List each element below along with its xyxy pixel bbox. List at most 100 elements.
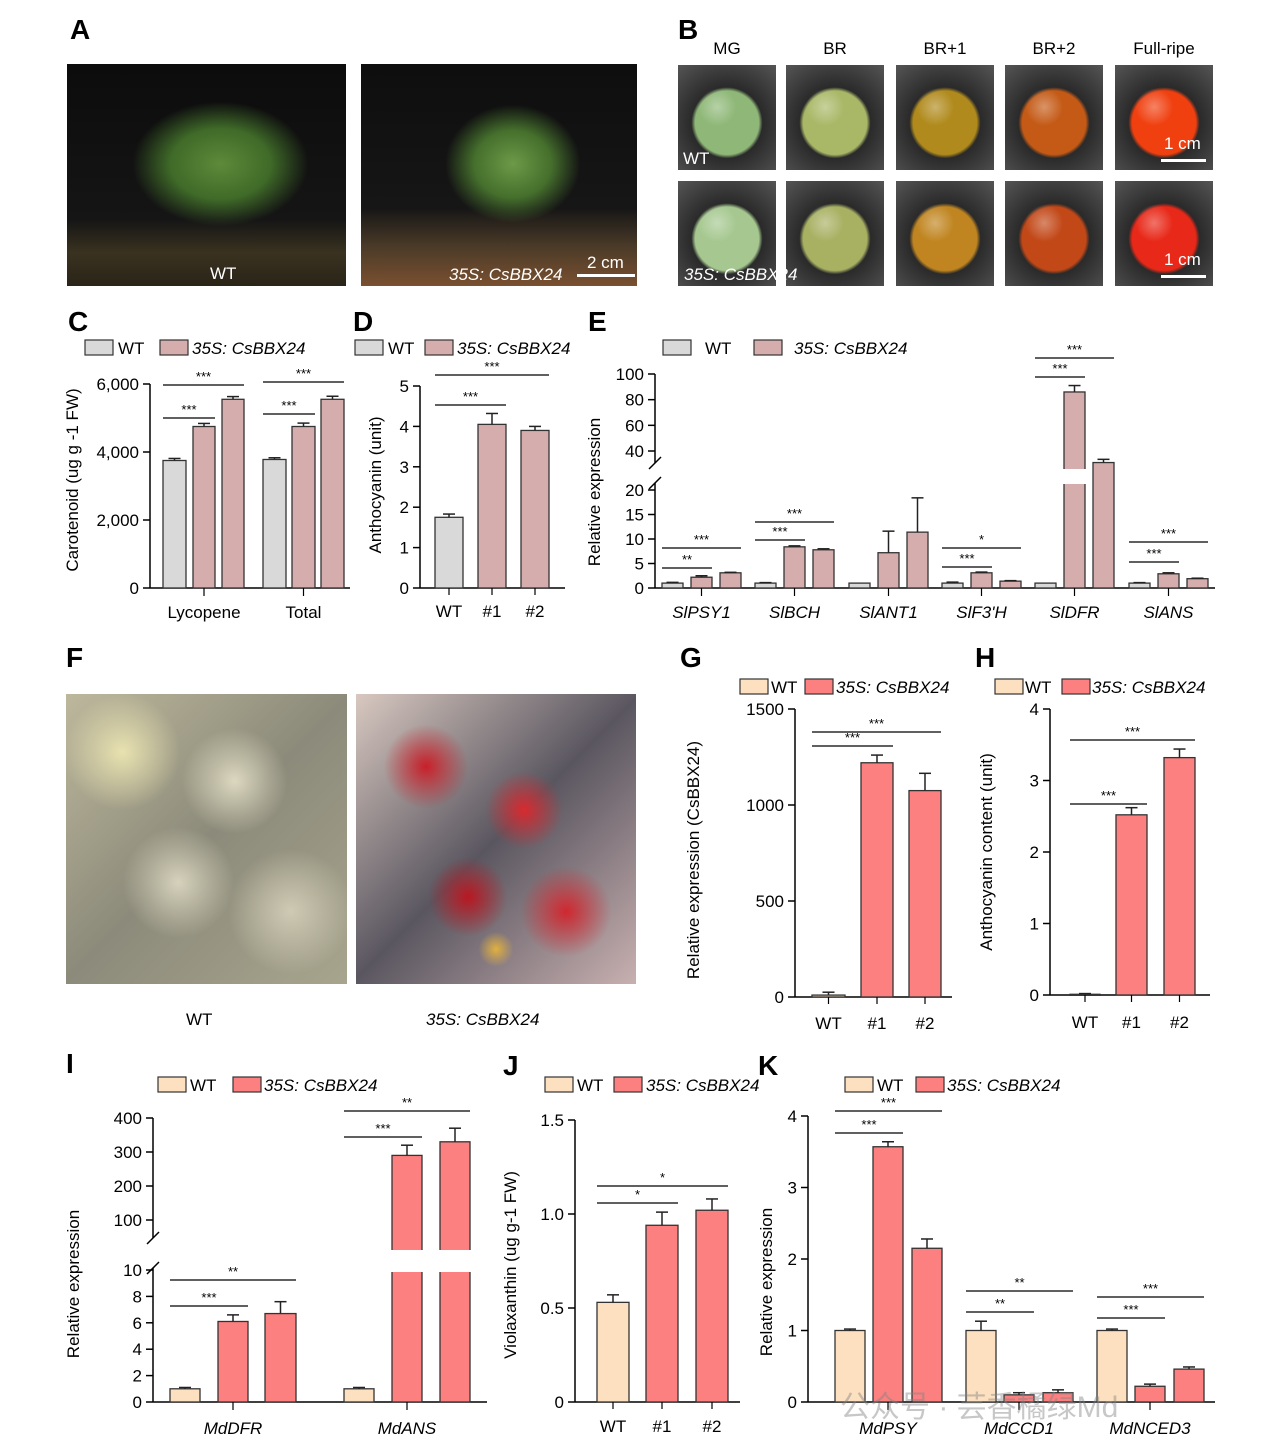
y-tick-label: 5 [635, 555, 644, 574]
row-label-transgenic: 35S: CsBBX24 [684, 265, 798, 284]
legend-swatch-wt [994, 678, 1024, 695]
callus-caption-transgenic: 35S: CsBBX24 [426, 1010, 540, 1029]
y-tick-label: 4 [788, 1107, 797, 1126]
chart-c: 0 2,000 4,000 6,000 Carotenoid (ug g -1 FW) L… [63, 339, 350, 622]
watermark: 公众号 · 芸香橘绿Md [840, 1391, 1119, 1424]
y-tick-label: 400 [114, 1109, 142, 1128]
axis-break-mark [146, 1231, 160, 1245]
x-tick-label: WT [1072, 1013, 1098, 1032]
bar [217, 1320, 249, 1403]
significance-label: *** [1161, 526, 1176, 541]
y-tick-label: 1000 [746, 796, 784, 815]
bar [343, 1388, 375, 1403]
bar [834, 1329, 866, 1403]
legend-swatch-transgenic [424, 339, 454, 356]
significance-label: *** [1125, 724, 1140, 739]
x-category-label: SlPSY1 [672, 603, 731, 622]
row-label-wt: WT [683, 149, 710, 168]
y-axis-label: Anthocyanin (unit) [366, 416, 385, 553]
transgenic-plant-photo: 35S: CsBBX24 2 cm [361, 64, 637, 286]
y-tick-label: 4,000 [96, 443, 139, 462]
y-tick-label: 500 [756, 892, 784, 911]
wt-fruit-photo [786, 65, 884, 170]
y-tick-label: 2,000 [96, 511, 139, 530]
y-tick-label: 3 [1030, 772, 1039, 791]
legend-label-wt: WT [877, 1076, 903, 1095]
scale-label: 1 cm [1164, 250, 1201, 269]
y-tick-label: 0 [1030, 986, 1039, 1005]
bar [1157, 573, 1180, 589]
legend-label-transgenic: 35S: CsBBX24 [794, 339, 907, 358]
significance-label: *** [787, 506, 802, 521]
bar [291, 425, 316, 589]
y-tick-label: 100 [616, 365, 644, 384]
y-tick-label: 40 [625, 442, 644, 461]
transgenic-callus-photo [356, 694, 636, 984]
bar [877, 552, 900, 589]
bar [783, 546, 806, 589]
bar [1134, 1385, 1166, 1403]
legend-label-transgenic: 35S: CsBBX24 [836, 678, 949, 697]
significance-label: *** [281, 398, 296, 413]
bar [661, 582, 684, 589]
bar [999, 580, 1022, 589]
legend-label-wt: WT [577, 1076, 603, 1095]
significance-label: *** [484, 359, 499, 374]
significance-label: *** [181, 402, 196, 417]
legend-swatch-transgenic [915, 1076, 945, 1093]
significance-label: *** [772, 524, 787, 539]
bar [690, 576, 713, 589]
x-category-label: MdPSY [859, 1419, 918, 1438]
significance-label: *** [869, 716, 884, 731]
significance-label: *** [1101, 788, 1116, 803]
bar [965, 1329, 997, 1403]
y-tick-label: 4 [1030, 700, 1039, 719]
y-tick-label: 8 [133, 1287, 142, 1306]
axis-break-mark [146, 1261, 160, 1275]
transgenic-fruit-photo [786, 181, 884, 286]
legend-label-transgenic: 35S: CsBBX24 [192, 339, 305, 358]
bar-break-gap [438, 1250, 472, 1272]
y-tick-label: 15 [625, 506, 644, 525]
bar [162, 459, 187, 589]
bar [264, 1312, 297, 1403]
significance-label: ** [402, 1095, 412, 1110]
y-tick-label: 300 [114, 1143, 142, 1162]
y-tick-label: 10 [625, 530, 644, 549]
panel-label-g: G [680, 642, 702, 673]
panel-label-d: D [353, 306, 374, 337]
bar [320, 398, 345, 589]
y-axis-label: Relative expression [757, 1208, 776, 1356]
significance-label: *** [1052, 361, 1067, 376]
y-tick-label: 2 [1030, 843, 1039, 862]
bar [1034, 582, 1057, 589]
legend-label-transgenic: 35S: CsBBX24 [1092, 678, 1205, 697]
bar [941, 582, 964, 589]
significance-label: *** [1067, 342, 1082, 357]
significance-label: *** [463, 389, 478, 404]
wt-callus-photo [66, 694, 347, 984]
bar [872, 1146, 904, 1403]
callus-caption-wt: WT [186, 1010, 213, 1029]
bar [911, 1247, 943, 1403]
wt-fruit-photo [1005, 65, 1103, 170]
bar [754, 582, 777, 589]
significance-label: *** [1143, 1281, 1158, 1296]
wt-fruit-photo [1115, 65, 1213, 170]
y-tick-label: 80 [625, 391, 644, 410]
x-tick-label: #2 [1170, 1013, 1189, 1032]
x-category-label: SlBCH [769, 603, 821, 622]
panel-label-e: E [588, 306, 607, 337]
bar [860, 762, 894, 998]
photo-label-wt: WT [210, 264, 237, 283]
y-tick-label: 20 [625, 481, 644, 500]
legend-swatch-wt [739, 678, 769, 695]
bar [848, 582, 871, 589]
legend-swatch-transgenic [613, 1076, 643, 1093]
chart-k: 0 1 2 3 4 Relative expression MdPSY MdCCD1 MdNCE… [757, 1076, 1215, 1438]
x-tick-label: WT [815, 1014, 841, 1033]
y-tick-label: 6,000 [96, 375, 139, 394]
significance-label: *** [845, 730, 860, 745]
y-axis-label: Relative expression (CsBBX24) [684, 741, 703, 979]
